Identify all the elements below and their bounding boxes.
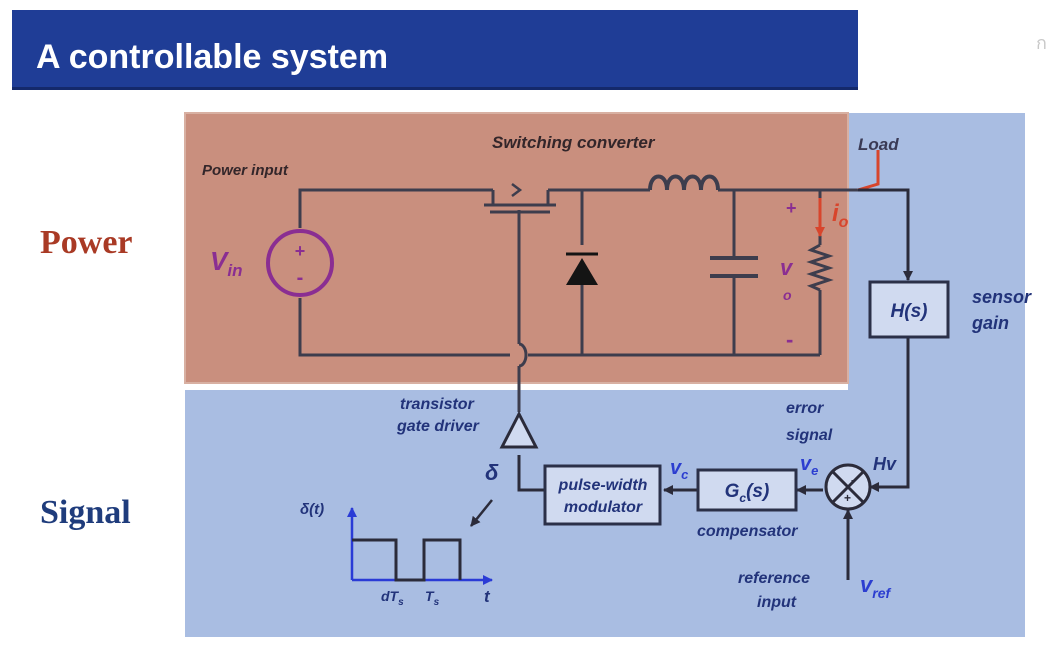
sum-minus-sign: - [851, 473, 855, 487]
power-region [185, 113, 848, 383]
vo-label: v [780, 255, 794, 280]
hv-label: Hv [873, 454, 897, 474]
sensor-block-label: H(s) [891, 301, 928, 322]
source-minus: - [297, 267, 304, 289]
switching-converter-label: Switching converter [492, 133, 656, 152]
pwm-label-1: pulse-width [558, 477, 648, 494]
delta-label: δ [485, 460, 499, 485]
compensator-label: compensator [697, 523, 798, 540]
signal-region-right [848, 113, 1025, 393]
vo-plus: + [786, 198, 797, 218]
error-signal-label-2: signal [786, 427, 833, 444]
reference-label-2: input [757, 594, 797, 611]
source-plus: + [295, 241, 306, 261]
waveform-ylabel: δ(t) [300, 501, 324, 518]
transistor-label-2: gate driver [396, 418, 480, 435]
error-signal-label-1: error [786, 400, 824, 417]
pwm-label-2: modulator [564, 499, 643, 516]
power-input-label: Power input [202, 162, 289, 179]
transistor-label-1: transistor [400, 396, 475, 413]
sum-plus-sign: + [844, 491, 851, 505]
vo-sub: o [783, 287, 792, 303]
sensor-gain-label-2: gain [971, 313, 1009, 333]
reference-label-1: reference [738, 570, 810, 587]
compensator-block-label: Gc(s) [725, 481, 770, 505]
sensor-gain-label-1: sensor [972, 287, 1032, 307]
vo-minus: - [786, 327, 793, 352]
